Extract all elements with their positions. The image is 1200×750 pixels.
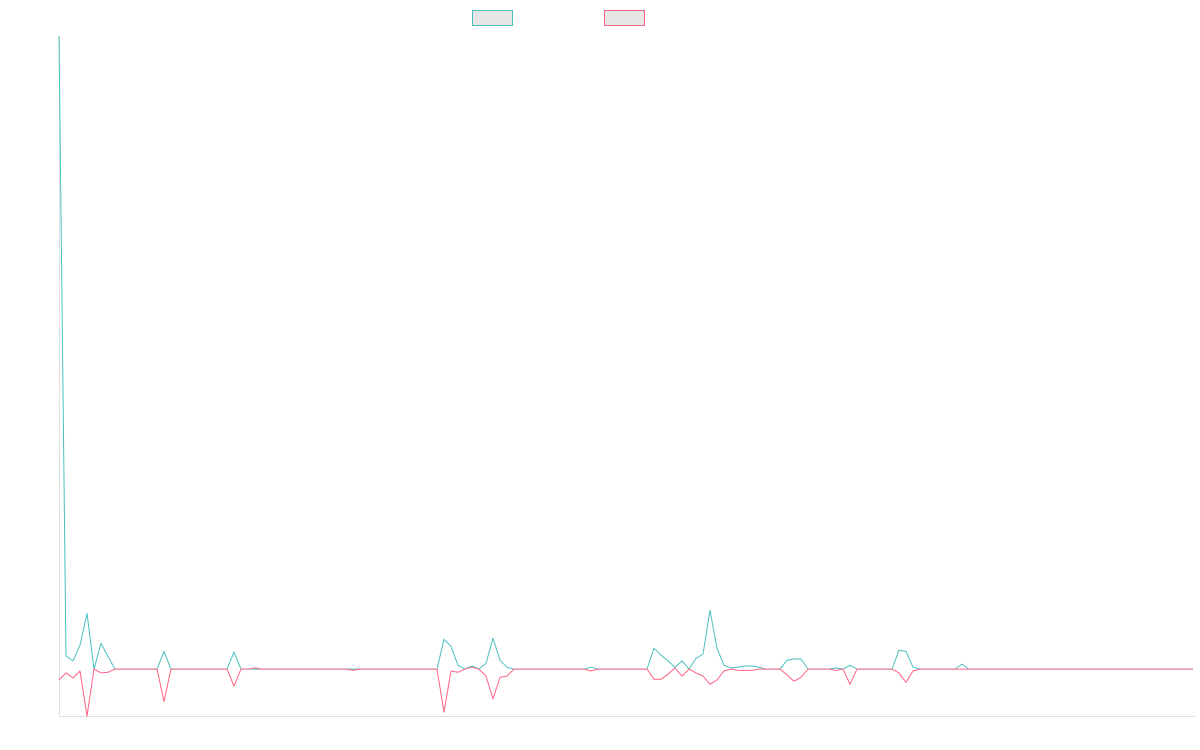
series-line: [58, 35, 1193, 670]
legend-swatch: [472, 10, 513, 26]
series-line: [58, 666, 1193, 717]
legend-swatch: [604, 10, 645, 26]
